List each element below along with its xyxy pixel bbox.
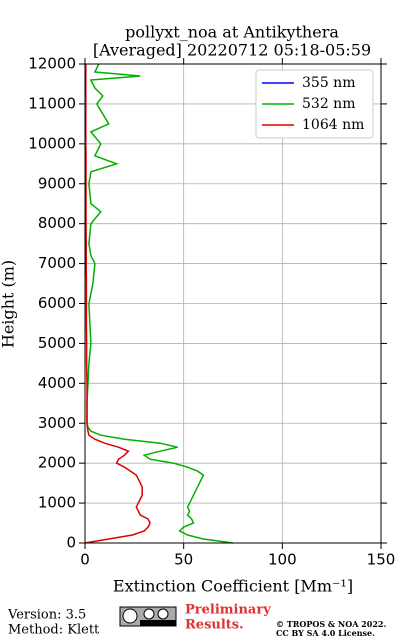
profile-line <box>84 64 151 544</box>
y-tick-label: 4000 <box>38 374 76 392</box>
legend-label: 1064 nm <box>302 117 364 133</box>
legend-box <box>255 69 374 139</box>
cc-logo <box>119 606 177 627</box>
copyright: CC BY SA 4.0 License. <box>276 628 375 638</box>
x-axis-label: Extinction Coefficient [Mm⁻¹] <box>113 577 353 596</box>
chart-subtitle: [Averaged] 20220712 05:18-05:59 <box>93 41 371 60</box>
y-tick-label: 1000 <box>38 494 76 512</box>
method: Method: Klett <box>8 623 100 638</box>
x-tick-label: 150 <box>367 551 396 569</box>
legend-label: 355 nm <box>302 75 355 91</box>
y-tick-label: 11000 <box>28 94 76 112</box>
y-tick-label: 6000 <box>38 294 76 312</box>
y-tick-label: 9000 <box>38 174 76 192</box>
y-tick-label: 12000 <box>28 55 76 73</box>
y-axis-label: Height (m) <box>0 260 18 348</box>
y-tick-label: 5000 <box>38 334 76 352</box>
chart-title: pollyxt_noa at Antikythera <box>125 23 339 42</box>
y-tick-label: 2000 <box>38 454 76 472</box>
y-tick-label: 3000 <box>38 414 76 432</box>
x-tick-label: 100 <box>268 551 297 569</box>
profile-line <box>86 63 234 544</box>
plot-frame <box>84 63 382 544</box>
y-tick-label: 10000 <box>28 134 76 152</box>
preliminary: Preliminary <box>185 603 271 618</box>
version: Version: 3.5 <box>7 608 86 623</box>
legend-label: 532 nm <box>302 96 355 112</box>
x-tick-label: 0 <box>80 551 90 569</box>
x-tick-label: 50 <box>174 551 193 569</box>
y-tick-label: 0 <box>66 534 76 552</box>
copyright: © TROPOS & NOA 2022. <box>276 619 386 629</box>
y-tick-label: 7000 <box>38 254 76 272</box>
preliminary: Results. <box>185 618 244 633</box>
y-tick-label: 8000 <box>38 214 76 232</box>
